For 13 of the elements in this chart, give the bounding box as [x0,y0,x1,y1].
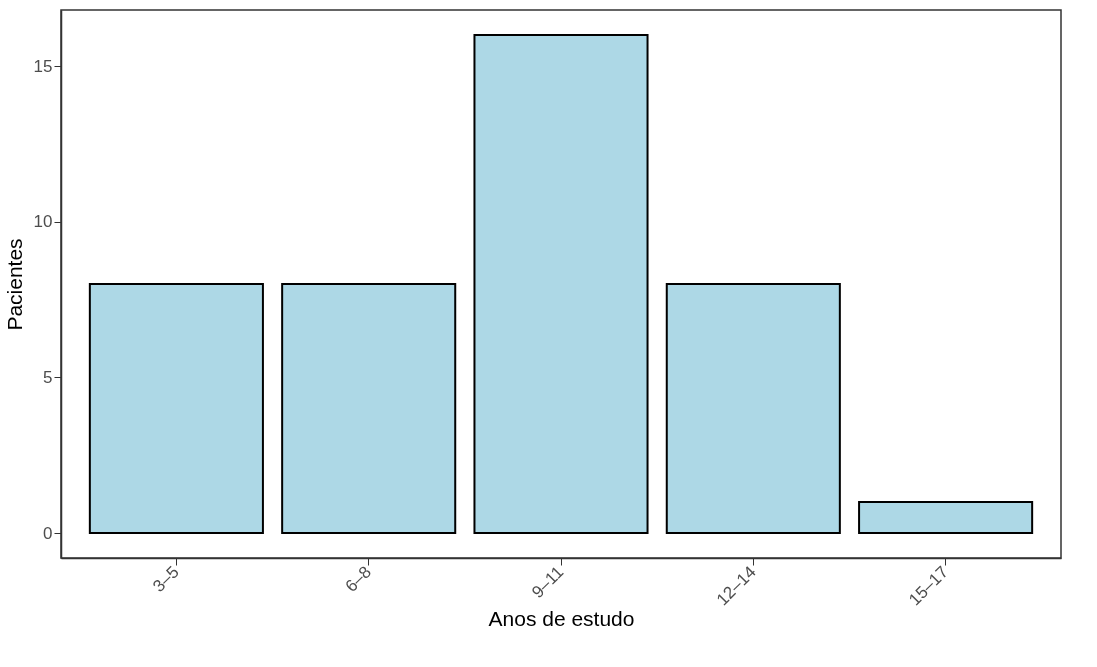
bar [665,283,841,535]
bar [858,500,1034,535]
x-tick-label: 6–8 [341,562,376,596]
y-tick-label: 10 [33,212,53,232]
y-tick-label: 5 [43,367,53,387]
y-tick-label: 15 [33,56,53,76]
bar [473,33,649,535]
bar [281,283,457,535]
bar [88,283,264,535]
x-tick-label: 3–5 [149,562,183,596]
y-tick-label: 0 [43,523,53,543]
x-axis-title: Anos de estudo [488,606,635,630]
y-axis-title: Pacientes [2,238,26,331]
